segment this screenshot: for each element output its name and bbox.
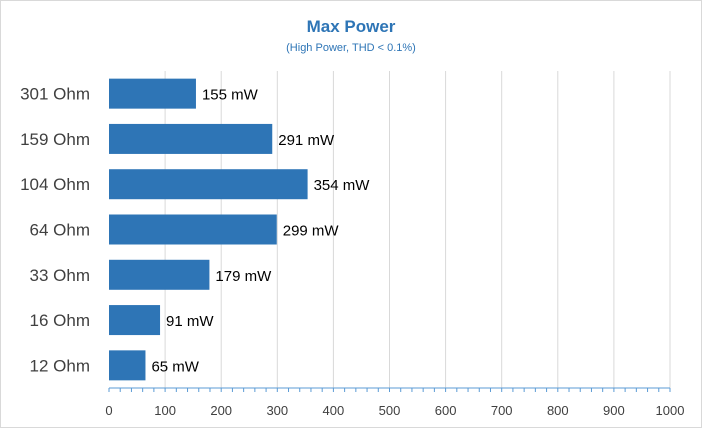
category-label: 104 Ohm (20, 175, 90, 194)
x-tick-label: 200 (210, 403, 232, 418)
data-label: 155 mW (202, 87, 259, 104)
category-label: 64 Ohm (30, 221, 90, 240)
category-label: 33 Ohm (30, 266, 90, 285)
bar (109, 78, 196, 109)
x-tick-label: 400 (323, 403, 345, 418)
bar (109, 123, 273, 154)
category-label: 301 Ohm (20, 85, 90, 104)
x-tick-label: 700 (491, 403, 513, 418)
x-tick-label: 900 (603, 403, 625, 418)
data-label: 65 mW (151, 358, 199, 375)
category-label: 159 Ohm (20, 130, 90, 149)
data-label: 91 mW (166, 313, 214, 330)
category-label: 16 Ohm (30, 311, 90, 330)
bar (109, 350, 146, 381)
x-tick-label: 0 (105, 403, 112, 418)
bar (109, 259, 210, 290)
x-tick-label: 500 (379, 403, 401, 418)
x-tick-label: 300 (266, 403, 288, 418)
data-label: 179 mW (215, 268, 272, 285)
data-label: 354 mW (314, 177, 371, 194)
data-label: 299 mW (283, 223, 340, 240)
bar (109, 305, 161, 336)
category-label: 12 Ohm (30, 356, 90, 375)
x-tick-label: 800 (547, 403, 569, 418)
chart-subtitle: (High Power, THD < 0.1%) (286, 42, 416, 54)
data-label: 291 mW (278, 132, 335, 149)
x-tick-label: 100 (154, 403, 176, 418)
x-tick-label: 600 (435, 403, 457, 418)
chart-title: Max Power (306, 17, 396, 36)
x-tick-label: 1000 (656, 403, 685, 418)
bar (109, 214, 277, 245)
bar (109, 169, 308, 200)
